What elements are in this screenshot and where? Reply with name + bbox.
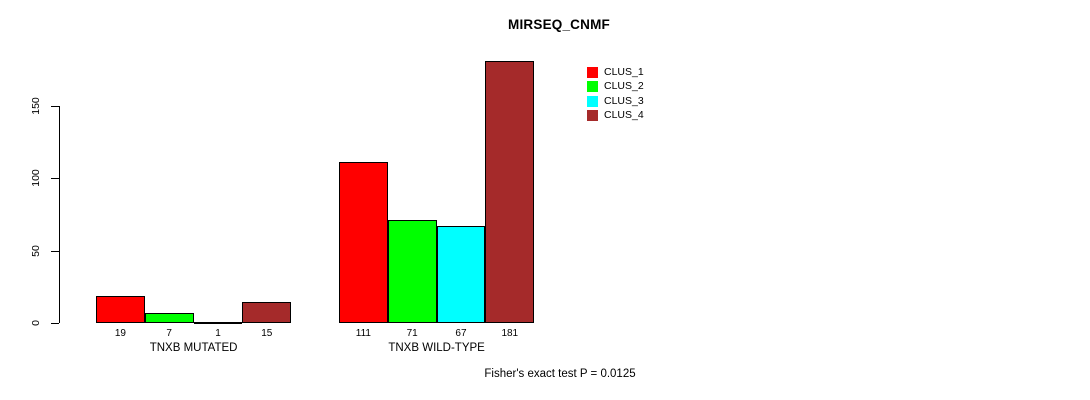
bar-value-label: 71	[406, 328, 418, 340]
y-axis-tick-label: 0	[30, 320, 42, 327]
y-axis-tick	[51, 250, 59, 252]
y-axis-line	[59, 105, 60, 324]
legend-item-clus-3: CLUS_3	[587, 94, 644, 109]
y-axis-tick-label: 150	[30, 97, 42, 115]
bar-clus-4-tnxb-mutated	[242, 301, 292, 324]
bar-clus-1-tnxb-wild-type	[339, 162, 388, 324]
bar-clus-4-tnxb-wild-type	[485, 60, 535, 324]
legend-item-clus-1: CLUS_1	[587, 65, 644, 80]
bar-value-label: 19	[114, 328, 126, 340]
legend-swatch-icon	[587, 66, 598, 78]
legend-item-clus-4: CLUS_4	[587, 109, 644, 124]
y-axis-tick	[51, 323, 59, 325]
chart-title: MIRSEQ_CNMF	[508, 17, 610, 32]
bar-value-label: 7	[166, 328, 172, 340]
y-axis-tick	[51, 178, 59, 180]
group-label-tnxb-wild-type: TNXB WILD-TYPE	[388, 341, 485, 354]
y-axis-tick	[51, 105, 59, 107]
bar-clus-2-tnxb-wild-type	[387, 220, 437, 324]
legend-swatch-icon	[587, 95, 598, 107]
stat-annotation: Fisher's exact test P = 0.0125	[484, 368, 636, 380]
legend-item-clus-2: CLUS_2	[587, 80, 644, 95]
legend-label: CLUS_1	[604, 65, 644, 78]
legend-label: CLUS_2	[604, 80, 644, 93]
bar-value-label: 111	[355, 328, 371, 340]
y-axis-tick-label: 100	[30, 169, 42, 188]
bar-value-label: 181	[501, 328, 519, 340]
bar-clus-3-tnxb-wild-type	[436, 226, 486, 324]
legend-swatch-icon	[587, 110, 598, 122]
y-axis-tick-label: 50	[30, 244, 42, 257]
legend-label: CLUS_3	[604, 94, 644, 107]
legend-swatch-icon	[587, 81, 598, 93]
bar-value-label: 15	[261, 328, 273, 340]
group-label-tnxb-mutated: TNXB MUTATED	[149, 341, 238, 354]
bar-clus-2-tnxb-mutated	[144, 313, 194, 324]
bar-clus-3-tnxb-mutated	[193, 321, 243, 324]
legend-label: CLUS_4	[604, 109, 644, 122]
bar-clus-1-tnxb-mutated	[96, 295, 145, 324]
bar-value-label: 1	[215, 328, 221, 340]
legend: CLUS_1 CLUS_2 CLUS_3 CLUS_4	[587, 65, 644, 123]
bar-value-label: 67	[455, 328, 467, 340]
